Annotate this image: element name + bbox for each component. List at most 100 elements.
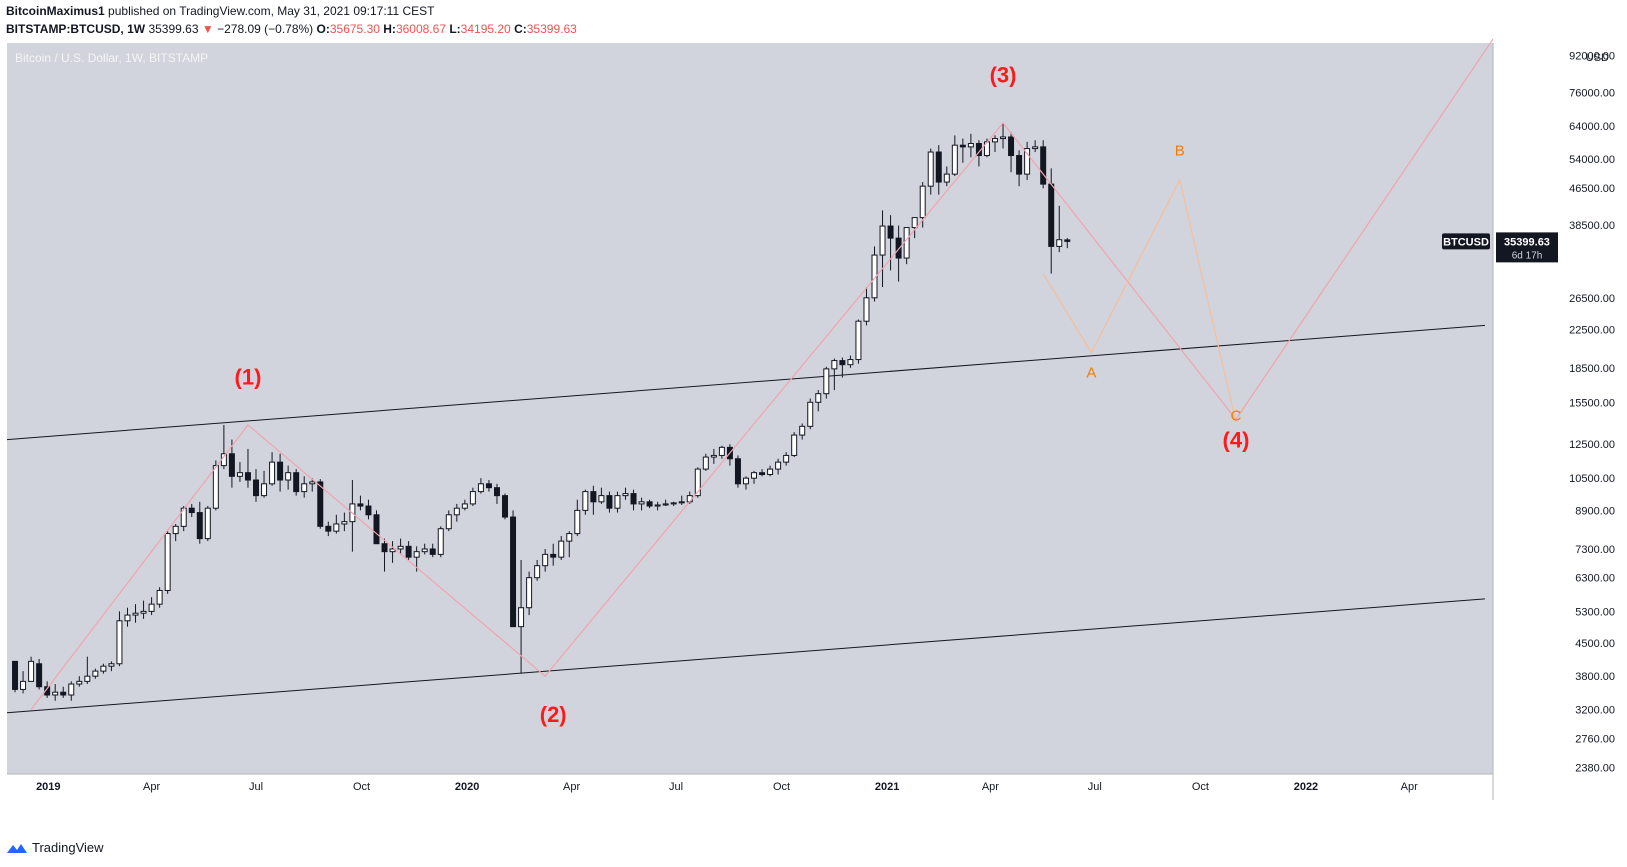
candle-down[interactable] xyxy=(493,487,500,497)
candle-up[interactable] xyxy=(871,254,878,299)
candle-up[interactable] xyxy=(20,680,27,690)
candle-up[interactable] xyxy=(855,320,862,361)
candle-up[interactable] xyxy=(823,368,830,395)
candle-down[interactable] xyxy=(646,501,653,507)
candle-up[interactable] xyxy=(1056,239,1063,247)
candle-up[interactable] xyxy=(662,503,669,506)
candle-down[interactable] xyxy=(373,514,380,545)
candle-down[interactable] xyxy=(895,237,902,259)
wave-line-projection[interactable] xyxy=(30,38,1494,711)
candle-up[interactable] xyxy=(172,525,179,535)
candle-up[interactable] xyxy=(389,548,396,553)
candle-up[interactable] xyxy=(638,501,645,505)
candle-down[interactable] xyxy=(244,472,251,481)
candle-down[interactable] xyxy=(196,512,203,540)
candle-down[interactable] xyxy=(381,543,388,553)
candle-up[interactable] xyxy=(309,481,316,485)
candle-up[interactable] xyxy=(582,491,589,511)
candle-up[interactable] xyxy=(397,545,404,550)
candle-up[interactable] xyxy=(1032,146,1039,150)
candle-up[interactable] xyxy=(879,225,886,256)
candle-up[interactable] xyxy=(751,472,758,479)
candle-down[interactable] xyxy=(1008,136,1015,157)
candle-up[interactable] xyxy=(670,502,677,505)
candle-down[interactable] xyxy=(228,453,235,477)
candle-down[interactable] xyxy=(357,503,364,507)
candle-down[interactable] xyxy=(606,495,613,509)
candle-up[interactable] xyxy=(903,227,910,259)
plot-area[interactable] xyxy=(7,43,1493,774)
candle-up[interactable] xyxy=(598,495,605,503)
candle-up[interactable] xyxy=(991,138,998,143)
candle-up[interactable] xyxy=(943,173,950,183)
candle-down[interactable] xyxy=(325,525,332,532)
candle-up[interactable] xyxy=(791,434,798,456)
candle-up[interactable] xyxy=(132,612,139,616)
candle-down[interactable] xyxy=(365,505,372,516)
candle-up[interactable] xyxy=(534,565,541,579)
candle-up[interactable] xyxy=(574,509,581,535)
candle-up[interactable] xyxy=(301,483,308,493)
candle-up[interactable] xyxy=(28,660,35,682)
candle-up[interactable] xyxy=(453,507,460,516)
candle-up[interactable] xyxy=(566,533,573,542)
candle-up[interactable] xyxy=(285,472,292,481)
candle-up[interactable] xyxy=(413,551,420,558)
candle-up[interactable] xyxy=(526,577,533,609)
candle-down[interactable] xyxy=(839,360,846,366)
candle-down[interactable] xyxy=(277,461,284,481)
candle-up[interactable] xyxy=(116,620,123,665)
candle-up[interactable] xyxy=(654,504,661,507)
candle-up[interactable] xyxy=(775,461,782,470)
candle-up[interactable] xyxy=(333,523,340,532)
candle-up[interactable] xyxy=(140,610,147,614)
candle-up[interactable] xyxy=(951,144,958,175)
channel-line-upper[interactable] xyxy=(6,324,1486,441)
candle-up[interactable] xyxy=(799,425,806,436)
candle-down[interactable] xyxy=(734,458,741,485)
candle-up[interactable] xyxy=(204,507,211,540)
candle-up[interactable] xyxy=(927,151,934,187)
candle-up[interactable] xyxy=(767,468,774,475)
candle-down[interactable] xyxy=(887,225,894,239)
candle-up[interactable] xyxy=(148,603,155,612)
candle-up[interactable] xyxy=(742,477,749,485)
candle-down[interactable] xyxy=(502,495,509,518)
candle-up[interactable] xyxy=(863,297,870,322)
candle-up[interactable] xyxy=(831,360,838,370)
candle-up[interactable] xyxy=(919,185,926,219)
candle-up[interactable] xyxy=(911,217,918,229)
candle-down[interactable] xyxy=(630,493,637,505)
candle-down[interactable] xyxy=(60,691,67,696)
candle-up[interactable] xyxy=(622,493,629,497)
candle-down[interactable] xyxy=(1064,239,1071,242)
candle-up[interactable] xyxy=(847,359,854,366)
candle-up[interactable] xyxy=(437,528,444,555)
candle-up[interactable] xyxy=(76,680,83,685)
candle-up[interactable] xyxy=(807,401,814,427)
candle-up[interactable] xyxy=(68,683,75,696)
price-axis[interactable] xyxy=(1493,43,1627,774)
candle-down[interactable] xyxy=(405,545,412,558)
candle-down[interactable] xyxy=(935,151,942,183)
candle-down[interactable] xyxy=(590,491,597,503)
candle-up[interactable] xyxy=(469,491,476,505)
candle-up[interactable] xyxy=(445,514,452,530)
candle-up[interactable] xyxy=(694,468,701,497)
candle-up[interactable] xyxy=(815,393,822,403)
candle-up[interactable] xyxy=(542,553,549,567)
time-axis[interactable] xyxy=(7,774,1493,800)
candle-up[interactable] xyxy=(1024,148,1031,175)
candle-up[interactable] xyxy=(614,495,621,509)
candle-down[interactable] xyxy=(253,479,259,497)
author-name[interactable]: BitcoinMaximus1 xyxy=(6,4,105,18)
candle-down[interactable] xyxy=(1016,155,1023,175)
candle-up[interactable] xyxy=(461,503,468,509)
candle-down[interactable] xyxy=(293,472,300,493)
candle-down[interactable] xyxy=(1040,146,1047,185)
candle-down[interactable] xyxy=(188,507,195,514)
candle-down[interactable] xyxy=(550,553,557,558)
candle-up[interactable] xyxy=(1000,136,1007,140)
candle-up[interactable] xyxy=(269,461,276,485)
candle-up[interactable] xyxy=(212,465,219,509)
